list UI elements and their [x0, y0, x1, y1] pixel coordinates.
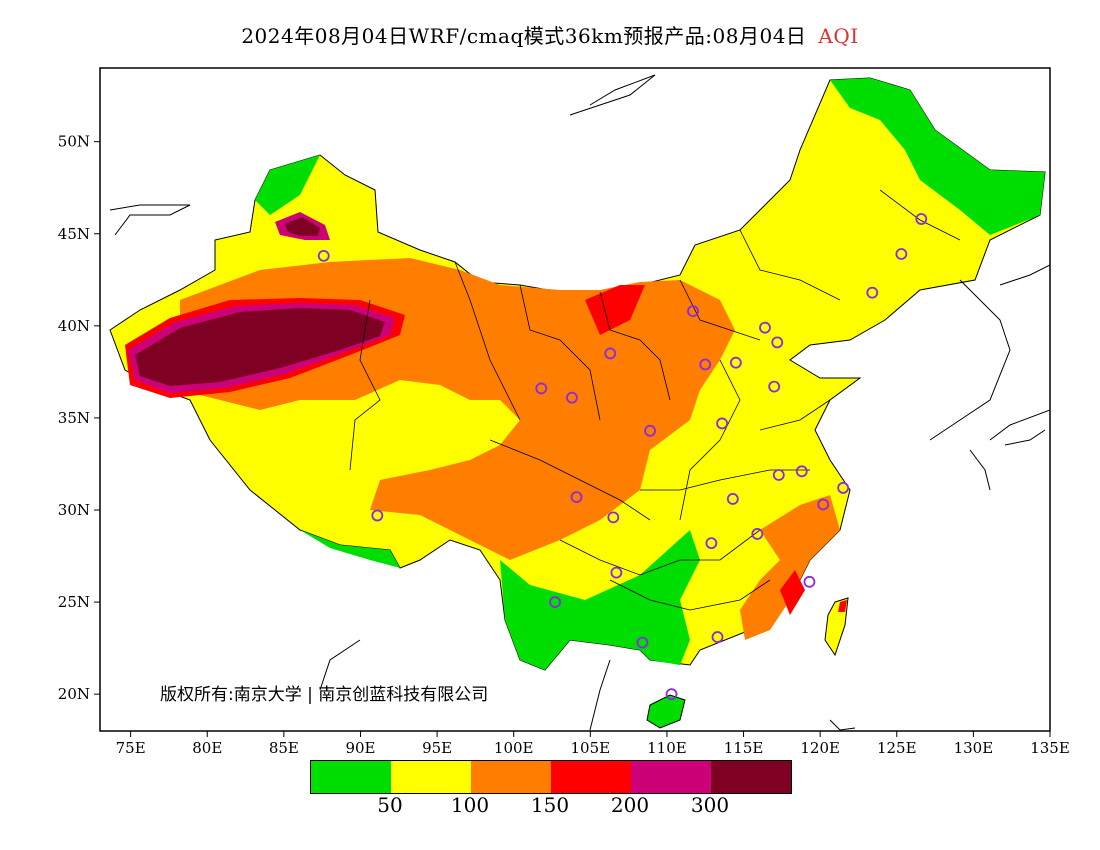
orange-zone-southeast-coast [740, 495, 840, 640]
city-marker [317, 249, 330, 262]
hotspot-north-xinjiang-core [285, 217, 320, 236]
city-marker [795, 465, 808, 478]
city-marker [604, 347, 617, 360]
city-marker [371, 509, 384, 522]
legend-label: 300 [690, 793, 730, 817]
y-tick-label: 40N [58, 317, 90, 335]
city-markers [317, 213, 928, 701]
city-marker [665, 688, 678, 701]
city-marker [610, 566, 623, 579]
city-marker [636, 636, 649, 649]
y-tick-label: 45N [58, 225, 90, 243]
hainan-island [646, 694, 686, 729]
x-tick-label: 90E [345, 739, 375, 757]
legend-swatch [471, 761, 551, 793]
green-zone-south [500, 530, 700, 670]
coastlines [109, 74, 1050, 731]
legend-swatch [631, 761, 711, 793]
y-tick-label: 30N [58, 501, 90, 519]
legend-swatch [711, 761, 791, 793]
city-marker [570, 491, 583, 504]
x-tick-label: 110E [647, 739, 687, 757]
city-marker [803, 575, 816, 588]
city-marker [726, 493, 739, 505]
color-legend [310, 760, 792, 794]
green-zone-north-xinjiang [255, 155, 320, 215]
y-axis-ticks: 20N 25N 30N 35N 40N 45N 50N [58, 133, 100, 703]
variable-label: AQI [818, 24, 859, 48]
city-marker [535, 382, 548, 395]
y-tick-label: 20N [58, 685, 90, 703]
y-tick-label: 25N [58, 593, 90, 611]
city-marker [772, 469, 785, 481]
city-marker [771, 336, 784, 349]
city-marker [687, 305, 699, 318]
city-marker [716, 417, 728, 430]
x-tick-label: 105E [571, 739, 611, 757]
hotspot-core-darkred [135, 308, 385, 386]
city-marker [866, 286, 879, 299]
legend-label: 150 [530, 793, 570, 817]
city-marker [566, 391, 578, 404]
legend-swatch [311, 761, 391, 793]
x-tick-label: 120E [800, 739, 840, 757]
map-layers [109, 74, 1050, 731]
legend-label: 50 [377, 793, 403, 817]
x-tick-label: 75E [116, 739, 146, 757]
x-tick-label: 85E [269, 739, 299, 757]
x-tick-label: 130E [954, 739, 994, 757]
city-marker [817, 498, 830, 511]
taiwan-red-patch [838, 600, 847, 612]
x-tick-label: 95E [422, 739, 452, 757]
red-zone-coast [780, 570, 805, 615]
city-marker [768, 380, 781, 393]
title-text: 2024年08月04日WRF/cmaq模式36km预报产品:08月04日 [241, 24, 807, 48]
city-marker [699, 358, 712, 371]
city-marker [711, 631, 724, 643]
legend-swatch [551, 761, 631, 793]
city-marker [644, 424, 656, 437]
y-tick-label: 50N [58, 133, 90, 151]
green-zone-northeast [830, 78, 1045, 235]
x-tick-label: 100E [494, 739, 534, 757]
city-marker [915, 213, 928, 225]
red-zone-north [585, 285, 645, 335]
city-marker [895, 248, 908, 260]
legend-swatch [391, 761, 471, 793]
legend-label: 200 [610, 793, 650, 817]
city-marker [837, 481, 850, 494]
city-marker [607, 511, 620, 524]
province-boundaries [349, 189, 961, 611]
taiwan-island [824, 597, 849, 657]
x-axis-ticks: 75E 80E 85E 90E 95E 100E 105E 110E 115E 120E 125E 1… [116, 731, 1070, 757]
map-frame [99, 67, 1051, 732]
x-tick-label: 80E [192, 739, 222, 757]
x-tick-label: 135E [1030, 739, 1070, 757]
legend-label: 100 [450, 793, 490, 817]
y-tick-label: 35N [58, 409, 90, 427]
city-marker [759, 321, 771, 334]
city-marker [751, 528, 764, 540]
city-marker [549, 596, 561, 608]
x-tick-label: 125E [877, 739, 917, 757]
map-title: 2024年08月04日WRF/cmaq模式36km预报产品:08月04日 AQI [0, 20, 1100, 49]
copyright-text: 版权所有:南京大学 | 南京创蓝科技有限公司 [160, 685, 489, 705]
city-marker [705, 537, 718, 550]
x-tick-label: 115E [724, 739, 764, 757]
city-marker [729, 356, 742, 369]
green-zone-tibet-south [300, 530, 400, 568]
